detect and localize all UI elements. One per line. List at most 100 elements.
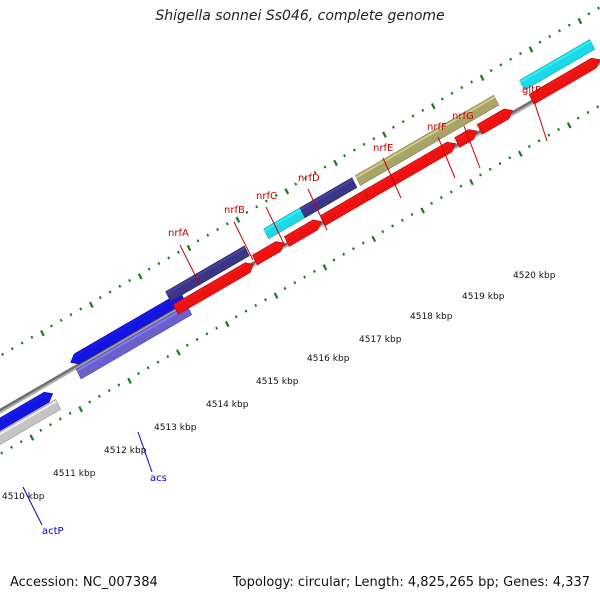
outer-tick: [430, 102, 436, 110]
inner-tick: [469, 178, 474, 186]
inner-tick: [10, 445, 13, 449]
scale-label: 4512 kbp: [104, 446, 147, 456]
inner-tick: [371, 235, 377, 243]
outer-tick: [245, 210, 249, 215]
inner-tick-row: [0, 105, 600, 455]
inner-tick: [303, 275, 307, 279]
inner-tick: [215, 326, 219, 330]
outer-tick: [196, 239, 200, 243]
outer-tick: [382, 131, 387, 138]
inner-tick: [137, 371, 140, 376]
outer-tick: [40, 330, 45, 337]
inner-tick: [19, 440, 23, 444]
gene-label-nrfE: nrfE: [373, 143, 393, 154]
gene-label-actP: actP: [42, 526, 64, 537]
navy-feature: [299, 177, 358, 219]
outer-tick: [577, 17, 583, 25]
inner-tick: [176, 349, 181, 356]
outer-tick: [59, 318, 63, 322]
inner-tick: [361, 241, 365, 245]
inner-tick: [459, 184, 463, 188]
outer-tick: [118, 284, 122, 288]
red-feature: [283, 219, 322, 247]
gene-label-leader: [233, 221, 254, 261]
inner-tick: [88, 400, 92, 404]
inner-tick: [576, 116, 580, 120]
outer-tick: [79, 307, 83, 311]
inner-tick: [146, 366, 150, 370]
feature-highlight: [477, 109, 506, 128]
inner-tick: [68, 411, 72, 415]
outer-tick: [470, 80, 474, 84]
gene-label-leader: [22, 486, 43, 526]
feature-highlight: [364, 143, 449, 194]
outer-tick: [362, 142, 366, 146]
inner-tick: [58, 417, 62, 421]
inner-tick: [205, 332, 209, 336]
gene-features: [0, 39, 600, 445]
outer-tick: [558, 29, 561, 33]
map-title: Shigella sonnei Ss046, complete genome: [155, 8, 445, 24]
gene-label-leader: [265, 206, 286, 247]
inner-tick: [0, 451, 4, 455]
backbone-line: [0, 60, 600, 414]
inner-tick: [332, 258, 336, 262]
feature-highlight: [284, 220, 315, 240]
feature-highlight: [520, 40, 592, 83]
outer-tick: [411, 114, 415, 118]
outer-tick: [98, 296, 102, 300]
feature-highlight: [76, 305, 189, 372]
feature-highlight: [252, 242, 278, 258]
scale-label: 4515 kbp: [256, 377, 299, 387]
outer-tick: [177, 250, 180, 254]
inner-tick: [224, 320, 230, 328]
outer-tick: [518, 51, 522, 56]
outer-tick: [421, 108, 425, 112]
outer-tick: [352, 148, 356, 152]
feature-highlight: [173, 263, 247, 308]
outer-tick: [567, 23, 571, 27]
inner-tick: [488, 167, 492, 171]
accession-text: Accession: NC_007384: [10, 575, 158, 590]
outer-tick: [128, 279, 132, 283]
scale-labels: 4510 kbp 4511 kbp 4512 kbp 4513 kbp 4514 kbp…: [2, 271, 556, 502]
inner-tick: [127, 377, 132, 384]
scale-label: 4517 kbp: [359, 335, 402, 345]
red-feature: [172, 262, 254, 315]
inner-tick: [156, 360, 160, 364]
outer-tick: [206, 233, 210, 237]
inner-tick: [117, 383, 121, 387]
outer-tick: [391, 125, 395, 129]
outer-tick: [225, 222, 229, 226]
outer-tick: [49, 324, 53, 328]
outer-tick: [440, 97, 444, 101]
outer-tick: [157, 261, 161, 266]
navy-feature: [165, 245, 250, 302]
inner-tick: [586, 110, 590, 115]
inner-tick: [97, 394, 101, 398]
outer-tick: [137, 273, 143, 280]
outer-tick: [528, 46, 534, 53]
inner-tick: [566, 122, 572, 129]
outer-tick: [10, 347, 14, 351]
inner-tick: [596, 105, 600, 109]
outer-tick: [479, 74, 485, 81]
grey-feature: [0, 399, 61, 445]
inner-tick: [517, 150, 523, 157]
gene-label-gltP: gltP: [522, 85, 541, 96]
inner-tick: [537, 139, 541, 143]
feature-highlight: [0, 400, 58, 436]
gene-label-leader: [463, 125, 481, 169]
gene-label-leader: [179, 244, 201, 286]
outer-tick: [69, 313, 73, 317]
inner-tick: [420, 207, 425, 214]
outer-tick: [304, 176, 307, 180]
olive-feature: [354, 94, 500, 186]
feature-highlight: [300, 178, 354, 211]
outer-tick: [274, 193, 278, 197]
gene-label-acs: acs: [150, 473, 167, 484]
outer-tick-row: [1, 6, 600, 356]
scale-label: 4514 kbp: [206, 400, 249, 410]
outer-tick: [147, 267, 151, 271]
feature-highlight: [355, 96, 496, 179]
